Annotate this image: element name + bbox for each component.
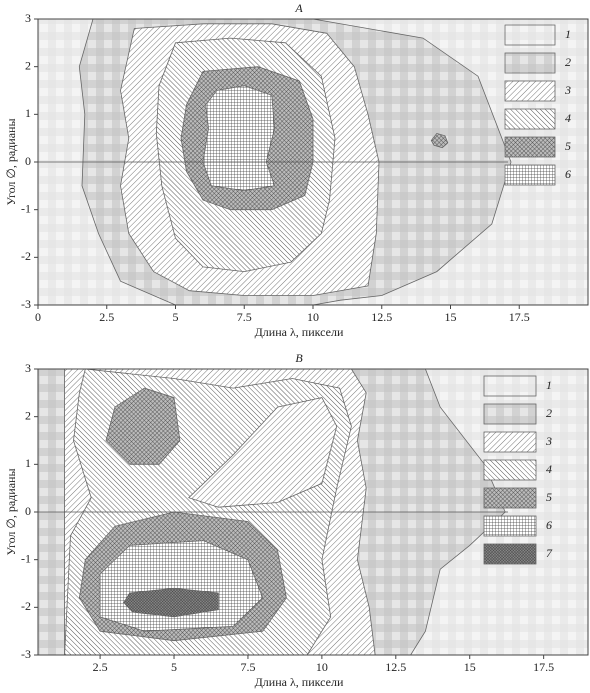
x-tick-label: 17.5 — [509, 310, 530, 324]
x-tick-label: 5 — [171, 660, 177, 674]
x-tick-label: 12.5 — [371, 310, 392, 324]
x-tick-label: 15 — [445, 310, 457, 324]
legend-swatch — [504, 108, 556, 130]
legend-swatch — [483, 543, 537, 565]
plot-area — [38, 19, 588, 305]
legend-label: 1 — [546, 378, 552, 392]
y-axis-label: Угол ∅, радианы — [4, 118, 18, 205]
contour-region — [202, 85, 276, 192]
y-tick-label: -2 — [21, 599, 31, 613]
legend-swatch — [483, 375, 537, 397]
y-tick-label: -3 — [21, 647, 31, 661]
x-tick-label: 0 — [35, 310, 41, 324]
y-tick-label: 2 — [25, 58, 31, 72]
legend-swatch — [504, 164, 556, 186]
x-tick-label: 15 — [464, 660, 476, 674]
panel-title: B — [295, 351, 303, 365]
y-tick-label: 1 — [25, 456, 31, 470]
x-tick-label: 10 — [307, 310, 319, 324]
legend-label: 4 — [546, 462, 552, 476]
y-tick-label: -1 — [21, 551, 31, 565]
legend-label: 5 — [565, 139, 571, 153]
y-tick-label: -3 — [21, 297, 31, 311]
x-tick-label: 10 — [316, 660, 328, 674]
legend-label: 2 — [546, 406, 552, 420]
legend-swatch — [504, 136, 556, 158]
legend-swatch — [483, 459, 537, 481]
legend-label: 2 — [565, 55, 571, 69]
legend-label: 3 — [564, 83, 571, 97]
legend-label: 6 — [565, 167, 571, 181]
y-tick-label: -1 — [21, 201, 31, 215]
legend-label: 4 — [565, 111, 571, 125]
x-tick-label: 2.5 — [93, 660, 108, 674]
legend-swatch — [504, 52, 556, 74]
plot-area — [38, 369, 588, 655]
y-tick-label: 2 — [25, 408, 31, 422]
legend-swatch — [504, 80, 556, 102]
y-tick-label: -2 — [21, 249, 31, 263]
legend-swatch — [483, 515, 537, 537]
x-tick-label: 17.5 — [533, 660, 554, 674]
legend-label: 5 — [546, 490, 552, 504]
x-tick-label: 2.5 — [99, 310, 114, 324]
legend-label: 6 — [546, 518, 552, 532]
y-tick-label: 3 — [25, 11, 31, 25]
x-tick-label: 7.5 — [240, 660, 255, 674]
x-tick-label: 7.5 — [237, 310, 252, 324]
x-axis-label: Длина λ, пиксели — [255, 675, 344, 689]
legend-label: 3 — [545, 434, 552, 448]
x-tick-label: 5 — [173, 310, 179, 324]
y-axis-label: Угол ∅, радианы — [4, 468, 18, 555]
legend-swatch — [483, 403, 537, 425]
y-tick-label: 1 — [25, 106, 31, 120]
panel-title: A — [294, 1, 303, 15]
contour-region — [123, 587, 219, 618]
legend-swatch — [483, 487, 537, 509]
y-tick-label: 3 — [25, 361, 31, 375]
x-axis-label: Длина λ, пиксели — [255, 325, 344, 339]
legend-swatch — [504, 24, 556, 46]
y-tick-label: 0 — [25, 154, 31, 168]
legend-label: 7 — [546, 546, 553, 560]
x-tick-label: 12.5 — [385, 660, 406, 674]
y-tick-label: 0 — [25, 504, 31, 518]
legend-swatch — [483, 431, 537, 453]
legend-label: 1 — [565, 27, 571, 41]
